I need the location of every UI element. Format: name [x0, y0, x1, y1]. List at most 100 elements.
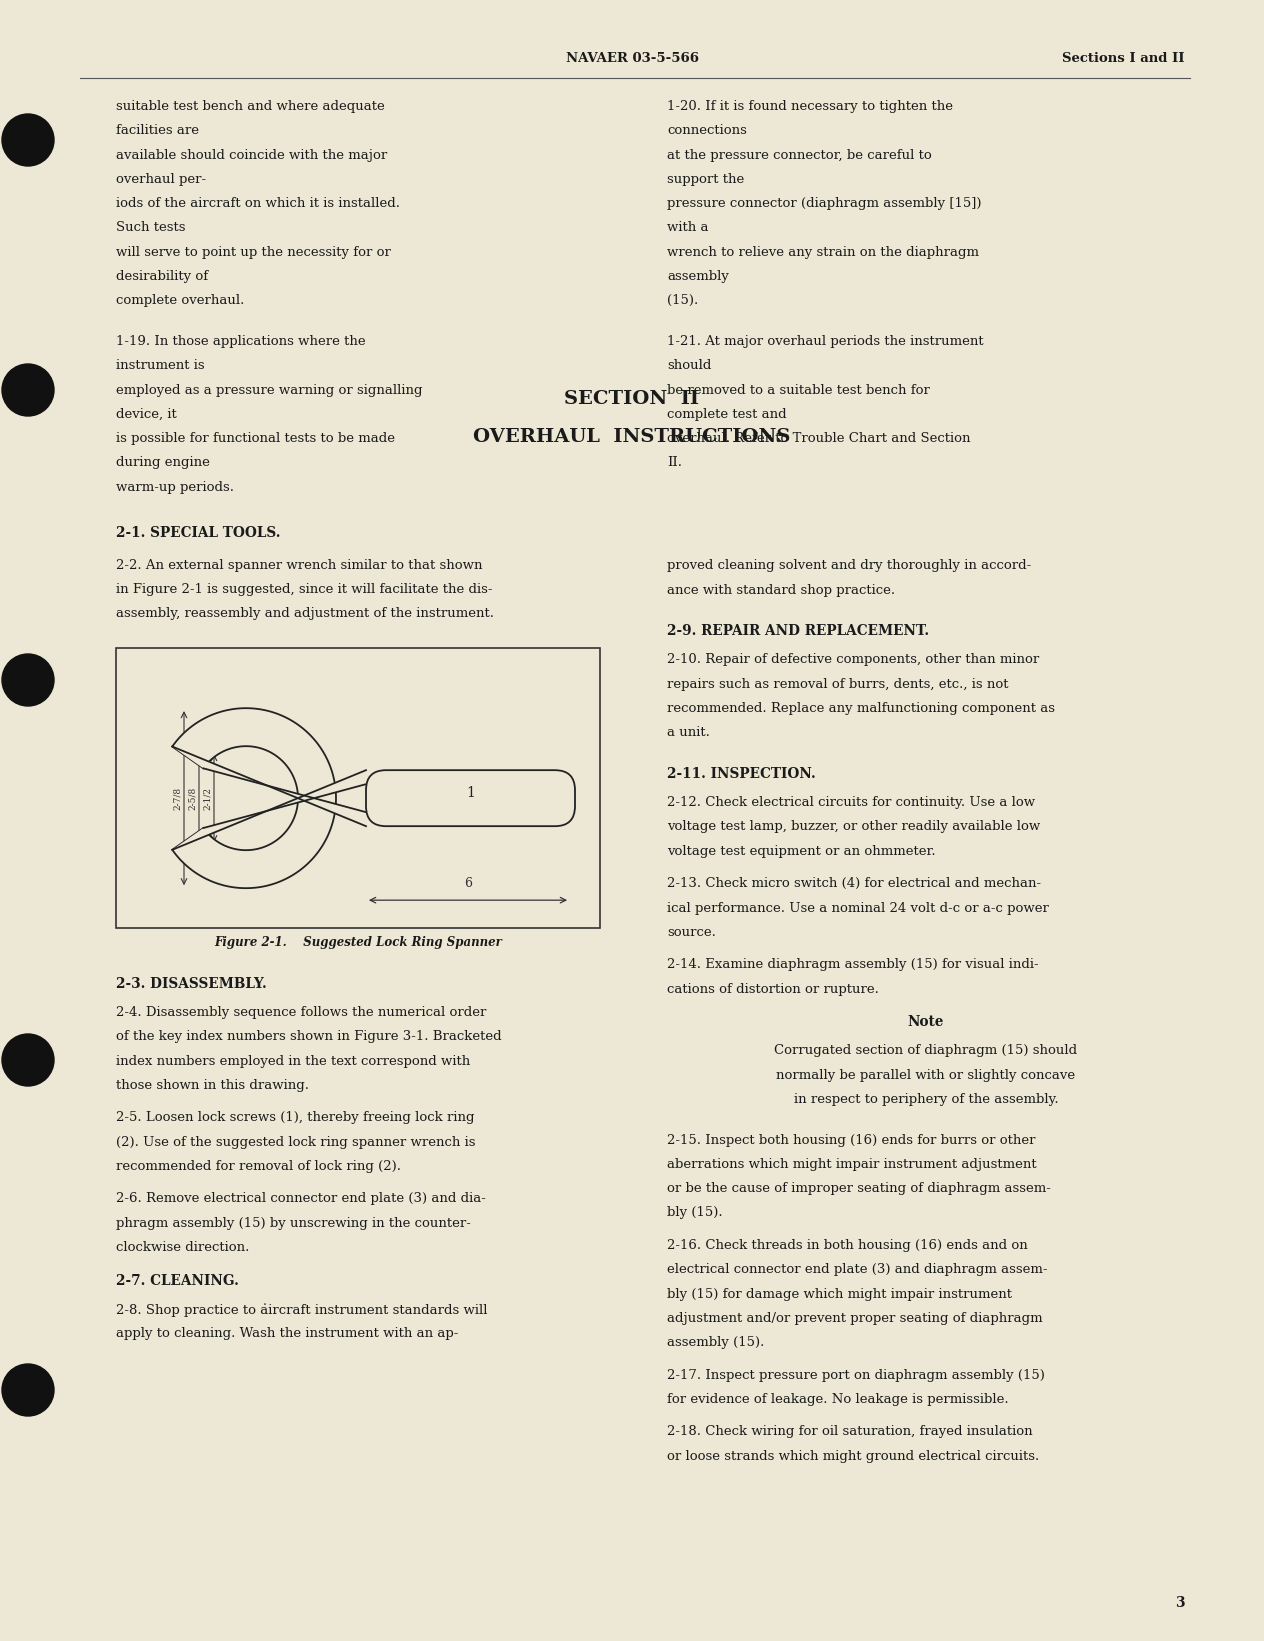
FancyBboxPatch shape	[367, 770, 575, 825]
Text: warm-up periods.: warm-up periods.	[116, 481, 234, 494]
Text: 2-4. Disassembly sequence follows the numerical order: 2-4. Disassembly sequence follows the nu…	[116, 1006, 487, 1019]
Text: 1-20. If it is found necessary to tighten the: 1-20. If it is found necessary to tighte…	[667, 100, 953, 113]
Text: recommended for removal of lock ring (2).: recommended for removal of lock ring (2)…	[116, 1160, 401, 1173]
Text: iods of the aircraft on which it is installed.: iods of the aircraft on which it is inst…	[116, 197, 399, 210]
Text: or loose strands which might ground electrical circuits.: or loose strands which might ground elec…	[667, 1449, 1039, 1462]
Text: ical performance. Use a nominal 24 volt d-c or a-c power: ical performance. Use a nominal 24 volt …	[667, 901, 1049, 914]
Text: assembly: assembly	[667, 271, 729, 282]
Text: Figure 2-1.    Suggested Lock Ring Spanner: Figure 2-1. Suggested Lock Ring Spanner	[214, 935, 502, 948]
Text: a unit.: a unit.	[667, 727, 710, 740]
Text: SECTION  II: SECTION II	[565, 391, 699, 409]
Text: those shown in this drawing.: those shown in this drawing.	[116, 1078, 308, 1091]
Text: in Figure 2-1 is suggested, since it will facilitate the dis-: in Figure 2-1 is suggested, since it wil…	[116, 583, 493, 596]
Text: for evidence of leakage. No leakage is permissible.: for evidence of leakage. No leakage is p…	[667, 1393, 1009, 1406]
Text: 1-19. In those applications where the: 1-19. In those applications where the	[116, 335, 365, 348]
Text: 2-14. Examine diaphragm assembly (15) for visual indi-: 2-14. Examine diaphragm assembly (15) fo…	[667, 958, 1039, 971]
Text: ance with standard shop practice.: ance with standard shop practice.	[667, 584, 895, 597]
Bar	[116, 648, 600, 929]
Text: wrench to relieve any strain on the diaphragm: wrench to relieve any strain on the diap…	[667, 246, 980, 259]
Text: 2-10. Repair of defective components, other than minor: 2-10. Repair of defective components, ot…	[667, 653, 1039, 666]
Text: instrument is: instrument is	[116, 359, 205, 373]
Text: 2-13. Check micro switch (4) for electrical and mechan-: 2-13. Check micro switch (4) for electri…	[667, 878, 1042, 891]
Text: NAVAER 03-5-566: NAVAER 03-5-566	[565, 53, 699, 66]
Text: assembly (15).: assembly (15).	[667, 1336, 765, 1349]
Polygon shape	[172, 747, 367, 850]
Text: bly (15).: bly (15).	[667, 1206, 723, 1219]
Text: (2). Use of the suggested lock ring spanner wrench is: (2). Use of the suggested lock ring span…	[116, 1136, 475, 1149]
Text: available should coincide with the major: available should coincide with the major	[116, 149, 387, 161]
Text: in respect to periphery of the assembly.: in respect to periphery of the assembly.	[794, 1093, 1058, 1106]
Text: source.: source.	[667, 926, 715, 939]
Text: desirability of: desirability of	[116, 271, 209, 282]
Text: 6: 6	[464, 878, 471, 889]
Text: 2-5/8: 2-5/8	[187, 786, 196, 809]
Text: or be the cause of improper seating of diaphragm assem-: or be the cause of improper seating of d…	[667, 1182, 1050, 1195]
Text: 2-7/8: 2-7/8	[172, 786, 182, 809]
Text: repairs such as removal of burrs, dents, etc., is not: repairs such as removal of burrs, dents,…	[667, 678, 1009, 691]
Text: is possible for functional tests to be made: is possible for functional tests to be m…	[116, 432, 394, 445]
Text: complete overhaul.: complete overhaul.	[116, 294, 244, 307]
Text: 2-5. Loosen lock screws (1), thereby freeing lock ring: 2-5. Loosen lock screws (1), thereby fre…	[116, 1111, 474, 1124]
Text: Corrugated section of diaphragm (15) should: Corrugated section of diaphragm (15) sho…	[775, 1044, 1078, 1057]
Text: phragm assembly (15) by unscrewing in the counter-: phragm assembly (15) by unscrewing in th…	[116, 1216, 471, 1229]
Text: recommended. Replace any malfunctioning component as: recommended. Replace any malfunctioning …	[667, 702, 1055, 715]
Text: 2-17. Inspect pressure port on diaphragm assembly (15): 2-17. Inspect pressure port on diaphragm…	[667, 1369, 1045, 1382]
Text: Such tests: Such tests	[116, 222, 186, 235]
Text: 1: 1	[466, 786, 475, 801]
Text: bly (15) for damage which might impair instrument: bly (15) for damage which might impair i…	[667, 1288, 1012, 1301]
Text: 2-9. REPAIR AND REPLACEMENT.: 2-9. REPAIR AND REPLACEMENT.	[667, 624, 929, 638]
Text: 2-7. CLEANING.: 2-7. CLEANING.	[116, 1273, 239, 1288]
Text: 2-18. Check wiring for oil saturation, frayed insulation: 2-18. Check wiring for oil saturation, f…	[667, 1426, 1033, 1439]
Text: 2-3. DISASSEMBLY.: 2-3. DISASSEMBLY.	[116, 976, 267, 991]
Polygon shape	[172, 709, 336, 888]
Text: 2-1/2: 2-1/2	[202, 786, 211, 809]
Text: cations of distortion or rupture.: cations of distortion or rupture.	[667, 983, 878, 996]
Text: 2-15. Inspect both housing (16) ends for burrs or other: 2-15. Inspect both housing (16) ends for…	[667, 1134, 1035, 1147]
Text: OVERHAUL  INSTRUCTIONS: OVERHAUL INSTRUCTIONS	[473, 428, 791, 446]
Text: connections: connections	[667, 125, 747, 138]
Text: index numbers employed in the text correspond with: index numbers employed in the text corre…	[116, 1055, 470, 1068]
Text: with a: with a	[667, 222, 709, 235]
Text: Sections I and II: Sections I and II	[1063, 53, 1186, 66]
Text: normally be parallel with or slightly concave: normally be parallel with or slightly co…	[776, 1068, 1076, 1081]
Text: 2-12. Check electrical circuits for continuity. Use a low: 2-12. Check electrical circuits for cont…	[667, 796, 1035, 809]
Text: proved cleaning solvent and dry thoroughly in accord-: proved cleaning solvent and dry thorough…	[667, 560, 1031, 573]
Text: 2-1. SPECIAL TOOLS.: 2-1. SPECIAL TOOLS.	[116, 527, 281, 540]
Text: support the: support the	[667, 172, 744, 185]
Text: clockwise direction.: clockwise direction.	[116, 1241, 249, 1254]
Text: 2-8. Shop practice to ȧircraft instrument standards will: 2-8. Shop practice to ȧircraft instrume…	[116, 1303, 488, 1316]
Text: 3: 3	[1176, 1597, 1186, 1610]
Text: 2-16. Check threads in both housing (16) ends and on: 2-16. Check threads in both housing (16)…	[667, 1239, 1028, 1252]
Text: 2-11. INSPECTION.: 2-11. INSPECTION.	[667, 766, 815, 781]
Text: overhaul. Refer to Trouble Chart and Section: overhaul. Refer to Trouble Chart and Sec…	[667, 432, 971, 445]
Text: 2-6. Remove electrical connector end plate (3) and dia-: 2-6. Remove electrical connector end pla…	[116, 1193, 485, 1206]
Text: will serve to point up the necessity for or: will serve to point up the necessity for…	[116, 246, 391, 259]
Text: 1-21. At major overhaul periods the instrument: 1-21. At major overhaul periods the inst…	[667, 335, 983, 348]
Text: employed as a pressure warning or signalling: employed as a pressure warning or signal…	[116, 384, 422, 397]
Text: assembly, reassembly and adjustment of the instrument.: assembly, reassembly and adjustment of t…	[116, 607, 494, 620]
Text: overhaul per-: overhaul per-	[116, 172, 206, 185]
Circle shape	[3, 1364, 54, 1416]
Text: aberrations which might impair instrument adjustment: aberrations which might impair instrumen…	[667, 1159, 1036, 1172]
Circle shape	[3, 113, 54, 166]
Text: during engine: during engine	[116, 456, 210, 469]
Text: at the pressure connector, be careful to: at the pressure connector, be careful to	[667, 149, 932, 161]
Text: II.: II.	[667, 456, 683, 469]
Text: suitable test bench and where adequate: suitable test bench and where adequate	[116, 100, 384, 113]
Text: adjustment and/or prevent proper seating of diaphragm: adjustment and/or prevent proper seating…	[667, 1311, 1043, 1324]
Circle shape	[3, 655, 54, 706]
Text: device, it: device, it	[116, 409, 177, 420]
Text: (15).: (15).	[667, 294, 698, 307]
Circle shape	[3, 364, 54, 417]
Text: voltage test lamp, buzzer, or other readily available low: voltage test lamp, buzzer, or other read…	[667, 820, 1040, 834]
Text: Note: Note	[908, 1016, 944, 1029]
Text: 2-2. An external spanner wrench similar to that shown: 2-2. An external spanner wrench similar …	[116, 560, 483, 573]
Text: facilities are: facilities are	[116, 125, 198, 138]
Text: apply to cleaning. Wash the instrument with an ap-: apply to cleaning. Wash the instrument w…	[116, 1328, 459, 1341]
Text: be removed to a suitable test bench for: be removed to a suitable test bench for	[667, 384, 930, 397]
Text: should: should	[667, 359, 712, 373]
Text: pressure connector (diaphragm assembly [15]): pressure connector (diaphragm assembly […	[667, 197, 982, 210]
Text: electrical connector end plate (3) and diaphragm assem-: electrical connector end plate (3) and d…	[667, 1264, 1048, 1277]
Text: complete test and: complete test and	[667, 409, 786, 420]
Text: voltage test equipment or an ohmmeter.: voltage test equipment or an ohmmeter.	[667, 845, 935, 858]
